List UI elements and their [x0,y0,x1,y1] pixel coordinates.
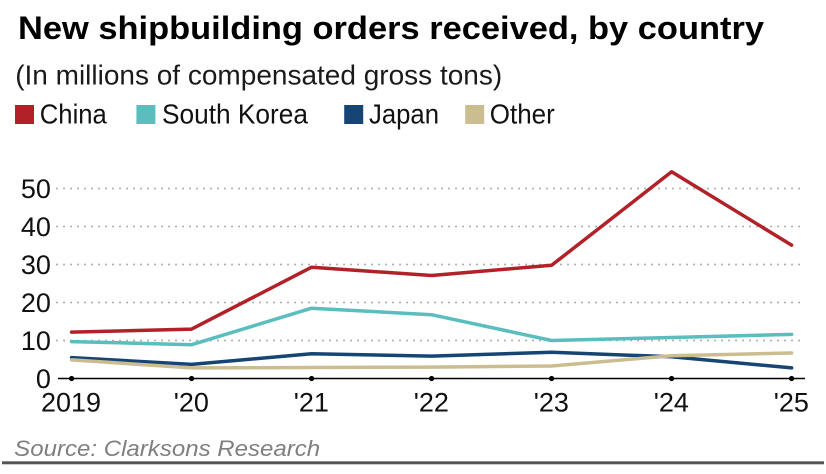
svg-text:'24: '24 [654,388,689,418]
svg-text:(In millions of compensated gr: (In millions of compensated gross tons) [15,60,502,91]
svg-text:South Korea: South Korea [162,99,308,130]
svg-text:Source: Clarksons Research: Source: Clarksons Research [14,436,320,461]
svg-text:'22: '22 [414,388,449,418]
svg-text:'23: '23 [534,388,569,418]
svg-text:'25: '25 [774,388,809,418]
svg-text:'21: '21 [294,388,329,418]
svg-text:'20: '20 [174,388,209,418]
svg-text:Other: Other [490,99,555,130]
svg-text:2019: 2019 [41,388,101,418]
svg-text:40: 40 [21,212,51,242]
svg-text:New shipbuilding orders receiv: New shipbuilding orders received, by cou… [18,10,764,46]
svg-text:Japan: Japan [369,99,439,130]
svg-text:0: 0 [36,364,51,394]
svg-text:20: 20 [21,288,51,318]
svg-text:10: 10 [21,326,51,356]
svg-text:China: China [40,99,107,130]
svg-text:50: 50 [21,174,51,204]
svg-text:30: 30 [21,250,51,280]
